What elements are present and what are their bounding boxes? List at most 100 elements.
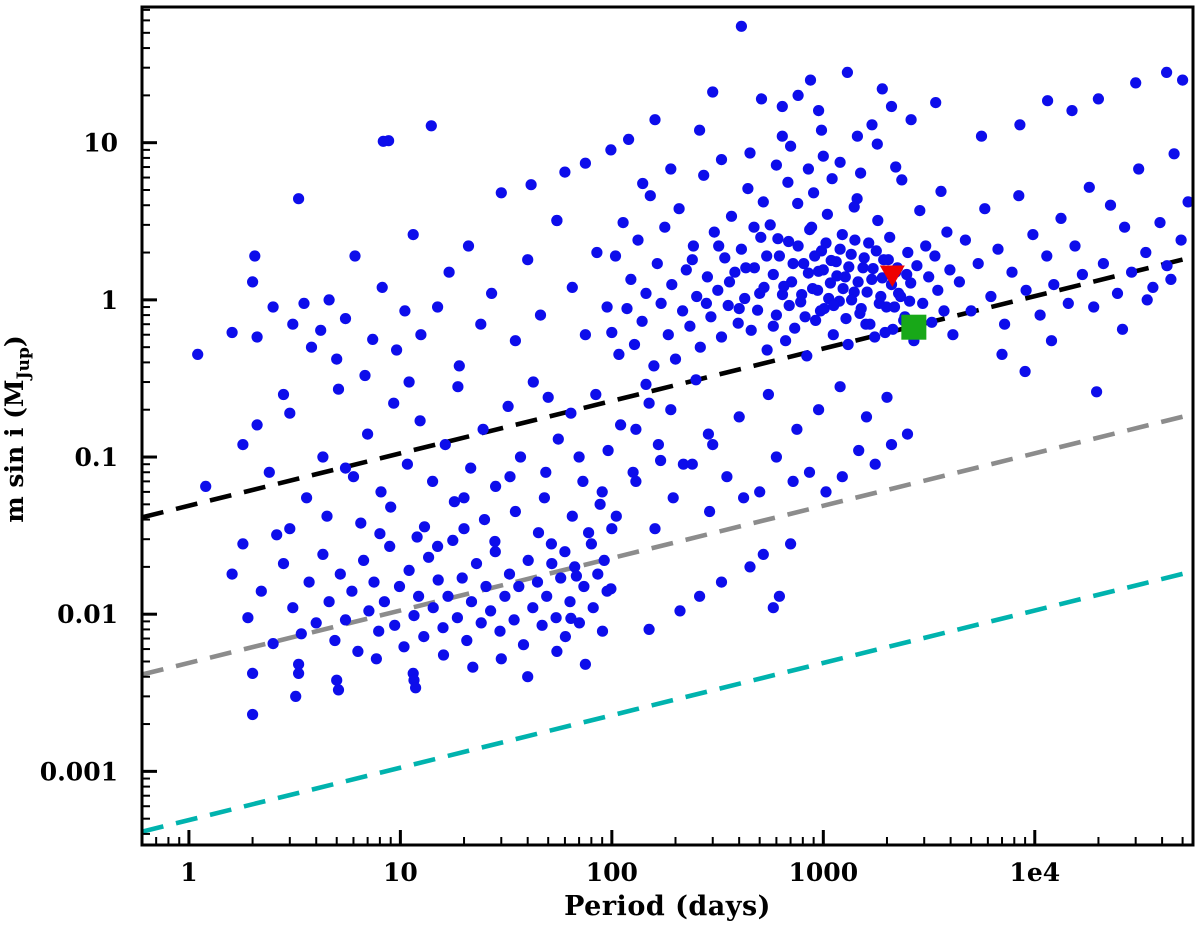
scatter-point (733, 411, 745, 423)
scatter-point (902, 246, 914, 259)
scatter-point (932, 284, 944, 296)
scatter-point (895, 290, 907, 303)
scatter-point (923, 271, 935, 283)
scatter-point (767, 320, 779, 332)
scatter-point (1091, 386, 1103, 398)
y-axis-label-prefix: m sin i (M (0, 379, 29, 523)
scatter-point (627, 466, 639, 478)
scatter-point (975, 130, 988, 142)
scatter-point (632, 234, 644, 246)
scatter-point (609, 250, 622, 262)
scatter-point (566, 510, 578, 522)
scatter-point (896, 174, 908, 186)
scatter-point (355, 517, 367, 529)
scatter-point (965, 305, 977, 317)
scatter-point (290, 690, 302, 703)
scatter-point (527, 376, 539, 388)
scatter-point (625, 273, 637, 285)
scatter-point (674, 605, 686, 617)
scatter-point (644, 190, 656, 202)
scatter-point (573, 451, 585, 463)
scatter-point (651, 258, 663, 270)
scatter-point (947, 329, 959, 341)
scatter-point (542, 391, 554, 403)
scatter-point (935, 185, 947, 197)
scatter-point (315, 324, 327, 336)
scatter-point (577, 475, 589, 487)
scatter-point (870, 245, 882, 257)
scatter-point (834, 156, 846, 168)
scatter-point (785, 538, 797, 550)
y-axis-label-subscript: Jup (14, 347, 34, 380)
scatter-point (691, 290, 703, 303)
scatter-point (596, 625, 609, 637)
scatter-point (339, 614, 352, 626)
scatter-point (606, 523, 618, 535)
plot-border (140, 5, 1195, 847)
scatter-point (432, 301, 444, 313)
scatter-point (610, 510, 622, 522)
scatter-point (764, 219, 776, 231)
scatter-point (559, 546, 571, 558)
scatter-point (321, 510, 333, 522)
scatter-point (1076, 268, 1088, 281)
scatter-point (447, 534, 459, 547)
scatter-point (757, 548, 769, 561)
scatter-point (735, 243, 748, 255)
scatter-point (776, 100, 788, 113)
scatter-point (251, 419, 263, 431)
scatter-point (715, 576, 728, 588)
scatter-point (755, 231, 767, 243)
scatter-point (310, 617, 322, 629)
scatter-point (801, 350, 813, 362)
scatter-point (798, 258, 810, 270)
scatter-point (814, 305, 827, 317)
scatter-point (677, 458, 690, 470)
scatter-point (840, 313, 852, 325)
scatter-point (783, 299, 795, 312)
scatter-point (715, 154, 728, 166)
scatter-point (842, 338, 854, 351)
scatter-point (359, 369, 371, 382)
scatter-point (277, 388, 290, 401)
scatter-point (884, 231, 896, 243)
scatter-point (413, 590, 425, 602)
scatter-point (820, 237, 832, 249)
scatter-point (773, 590, 786, 602)
scatter-point (385, 501, 397, 513)
scatter-point (808, 187, 820, 199)
scatter-point (802, 267, 815, 279)
scatter-point (590, 388, 602, 401)
scatter-point (649, 114, 661, 126)
scatter-point (331, 674, 343, 686)
scatter-point (540, 466, 552, 478)
scatter-point (437, 649, 450, 661)
scatter-point (559, 166, 571, 178)
scatter-point (1141, 294, 1153, 306)
scatter-point (573, 617, 586, 629)
scatter-point (901, 268, 913, 281)
scatter-point (757, 196, 769, 208)
scatter-point (458, 492, 470, 504)
scatter-point (1104, 199, 1117, 211)
scatter-point (776, 130, 788, 142)
scatter-point (263, 466, 275, 478)
scatter-point (317, 548, 329, 561)
scatter-point (427, 475, 439, 487)
scatter-point (761, 250, 773, 262)
scatter-point (585, 538, 598, 550)
scatter-point (1027, 229, 1039, 241)
scatter-point (442, 590, 454, 602)
scatter-point (871, 138, 883, 150)
scatter-point (403, 564, 415, 577)
scatter-point (920, 240, 932, 252)
scatter-point (551, 645, 563, 658)
scatter-point (780, 335, 792, 347)
scatter-point (425, 120, 437, 132)
scatter-point (591, 246, 603, 259)
scatter-point (863, 237, 875, 249)
scatter-point (637, 177, 649, 190)
scatter-point (478, 514, 491, 526)
scatter-point (615, 419, 627, 431)
